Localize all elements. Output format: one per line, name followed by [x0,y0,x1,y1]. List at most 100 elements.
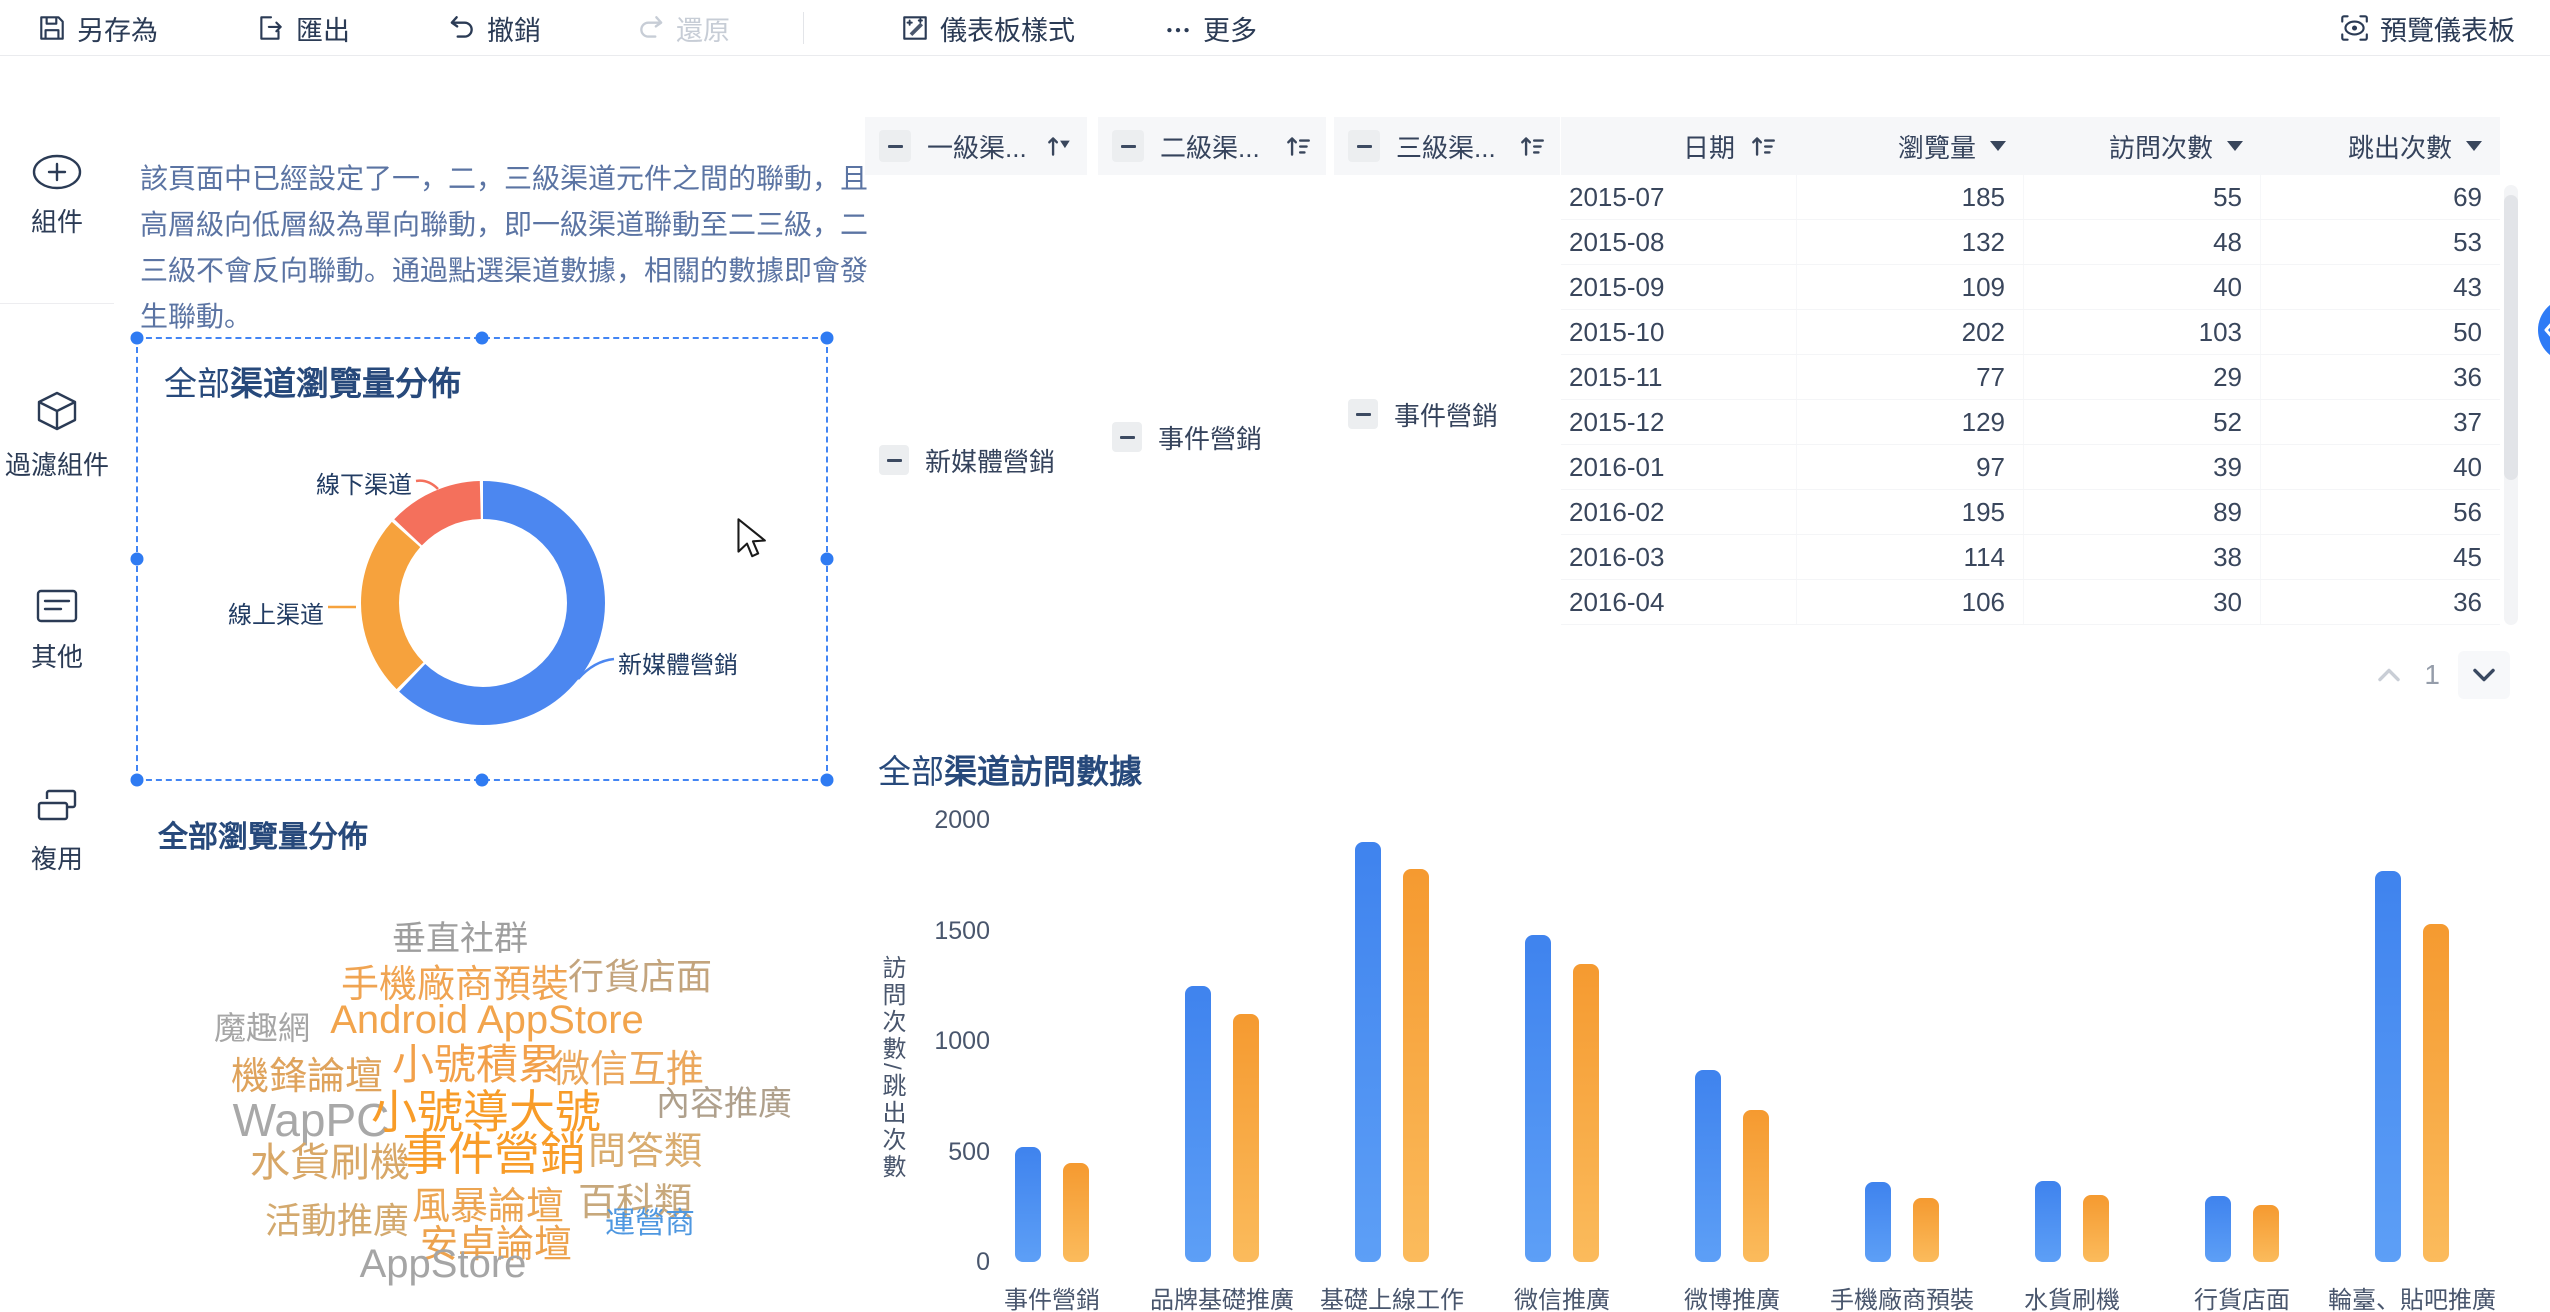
bar-chart-component[interactable]: 全部渠道訪問數據 訪問次數/跳出次數 0 500 1000 1500 2000 事件營銷 品… [874,740,2550,1312]
wordcloud-word[interactable]: 運營商 [605,1207,695,1240]
export-button[interactable]: 匯出 [256,0,350,56]
resize-handle-mid-right[interactable] [820,552,834,566]
collapse-minus-icon[interactable] [1348,130,1380,162]
filter-header-level1[interactable]: 一級渠... [865,117,1087,175]
table-row[interactable]: 2016-03 114 38 45 [1561,535,2500,580]
sidebar-item-reuse[interactable]: 複用 [0,785,114,874]
table-scrollbar-track[interactable] [2504,185,2518,625]
table-row[interactable]: 2016-01 97 39 40 [1561,445,2500,490]
bar-跳出次數-微博推廣[interactable] [1743,1109,1769,1262]
wordcloud-word[interactable]: 行貨店面 [567,956,713,997]
resize-handle-top-right[interactable] [820,331,834,345]
table-row[interactable]: 2016-02 195 89 56 [1561,490,2500,535]
wordcloud-word[interactable]: 小號積累 [391,1041,561,1088]
table-row[interactable]: 2015-10 202 103 50 [1561,310,2500,355]
bar-跳出次數-手機廠商預裝[interactable] [1913,1197,1939,1262]
table-scrollbar-thumb[interactable] [2504,195,2518,480]
sort-filter-icon[interactable] [1045,132,1073,160]
more-button[interactable]: 更多 [1163,0,1257,56]
column-header-visits[interactable]: 訪問次數 [2024,117,2261,175]
donut-ring[interactable] [361,481,605,725]
wordcloud-word[interactable]: AppStore [359,1242,527,1286]
column-header-pageviews[interactable]: 瀏覽量 [1797,117,2024,175]
bar-跳出次數-品牌基礎推廣[interactable] [1233,1014,1259,1262]
bar-跳出次數-基礎上線工作[interactable] [1403,868,1429,1262]
collapse-minus-icon[interactable] [1112,130,1144,162]
resize-handle-top-mid[interactable] [475,331,489,345]
save-as-button[interactable]: 另存為 [37,0,158,56]
wordcloud-word[interactable]: 問答類 [587,1131,703,1173]
table-row[interactable]: 2015-11 77 29 36 [1561,355,2500,400]
sort-lines-icon[interactable] [1749,132,1777,160]
resize-handle-top-left[interactable] [130,331,144,345]
resize-handle-bottom-left[interactable] [130,773,144,787]
sort-lines-icon[interactable] [1284,132,1312,160]
bar-訪問次數-輪臺、貼吧推廣[interactable] [2375,870,2401,1262]
dashboard-style-button[interactable]: 儀表板樣式 [900,0,1075,56]
wordcloud-word[interactable]: 內容推廣 [656,1085,792,1123]
bar-跳出次數-行貨店面[interactable] [2253,1204,2279,1262]
bar-訪問次數-微信推廣[interactable] [1525,934,1551,1262]
wordcloud-word[interactable]: WapPC [232,1094,390,1146]
bar-跳出次數-事件營銷[interactable] [1063,1162,1089,1262]
donut-slice-線上渠道[interactable] [361,481,605,725]
preview-dashboard-button[interactable]: 預覽儀表板 [2338,0,2515,56]
bar-跳出次數-輪臺、貼吧推廣[interactable] [2423,923,2449,1262]
bar-訪問次數-基礎上線工作[interactable] [1355,842,1381,1262]
wordcloud-word[interactable]: Android AppStore [330,998,644,1042]
filter-tree-item-level2[interactable]: 事件營銷 [1098,417,1326,457]
donut-slice-新媒體營銷[interactable] [361,481,605,725]
undo-button[interactable]: 撤銷 [447,0,541,56]
collapse-minus-icon[interactable] [879,445,909,475]
wordcloud-word[interactable]: 手機廠商預裝 [340,964,570,1006]
page-down-button[interactable] [2458,651,2510,699]
wordcloud-word[interactable]: 事件營銷 [402,1128,586,1180]
table-row[interactable]: 2015-12 129 52 37 [1561,400,2500,445]
collapse-panel-button[interactable] [2538,298,2550,362]
collapse-minus-icon[interactable] [879,130,911,162]
filter-tree-item-level1[interactable]: 新媒體營銷 [865,440,1087,480]
redo-button[interactable]: 還原 [636,0,730,56]
page-up-icon[interactable] [2372,658,2406,692]
table-row[interactable]: 2016-04 106 30 36 [1561,580,2500,625]
sort-lines-icon[interactable] [1518,132,1546,160]
filter-header-level2[interactable]: 二級渠... [1098,117,1326,175]
dropdown-triangle-icon[interactable] [1990,141,2006,151]
filter-header-level3[interactable]: 三級渠... [1334,117,1560,175]
wordcloud-word[interactable]: 活動推廣 [264,1200,410,1241]
bar-訪問次數-行貨店面[interactable] [2205,1195,2231,1262]
wordcloud-word[interactable]: 安卓論壇 [419,1224,573,1266]
wordcloud-word[interactable]: 微信互推 [551,1049,705,1091]
filter-tree-item-level3[interactable]: 事件營銷 [1334,394,1560,434]
resize-handle-mid-left[interactable] [130,552,144,566]
column-header-bounces[interactable]: 跳出次數 [2261,117,2500,175]
table-row[interactable]: 2015-07 185 55 69 [1561,175,2500,220]
wordcloud-word[interactable]: 小號導大號 [371,1086,601,1138]
wordcloud-word[interactable]: 垂直社群 [392,920,528,958]
sidebar-item-filter-component[interactable]: 過濾組件 [0,387,114,480]
wordcloud-word[interactable]: 機鋒論壇 [230,1056,384,1098]
bar-跳出次數-水貨刷機[interactable] [2083,1194,2109,1262]
bar-訪問次數-微博推廣[interactable] [1695,1069,1721,1262]
bar-訪問次數-事件營銷[interactable] [1015,1147,1041,1262]
sidebar-item-other[interactable]: 其他 [0,585,114,672]
wordcloud-word[interactable]: 風暴論壇 [411,1186,565,1228]
wordcloud-word[interactable]: 水貨刷機 [250,1141,410,1185]
resize-handle-bottom-right[interactable] [820,773,834,787]
dropdown-triangle-icon[interactable] [2466,141,2482,151]
wordcloud-word[interactable]: 百科類 [577,1182,693,1224]
resize-handle-bottom-mid[interactable] [475,773,489,787]
collapse-minus-icon[interactable] [1112,422,1142,452]
table-row[interactable]: 2015-08 132 48 53 [1561,220,2500,265]
wordcloud-word[interactable]: 魔趣網 [213,1010,311,1046]
bar-跳出次數-微信推廣[interactable] [1573,963,1599,1262]
table-row[interactable]: 2015-09 109 40 43 [1561,265,2500,310]
bar-訪問次數-品牌基礎推廣[interactable] [1185,985,1211,1262]
collapse-minus-icon[interactable] [1348,399,1378,429]
donut-chart-component[interactable]: 全部渠道瀏覽量分佈 線下渠道 線上渠道 新媒體營銷 [136,337,828,781]
bar-訪問次數-手機廠商預裝[interactable] [1865,1182,1891,1262]
bar-訪問次數-水貨刷機[interactable] [2035,1181,2061,1262]
column-header-date[interactable]: 日期 [1561,117,1797,175]
wordcloud-component[interactable]: 垂直社群手機廠商預裝 行貨店面魔趣網 Android AppStore 小號積累 微信互… [150,800,850,1312]
sidebar-item-component[interactable]: 組件 [0,152,114,237]
